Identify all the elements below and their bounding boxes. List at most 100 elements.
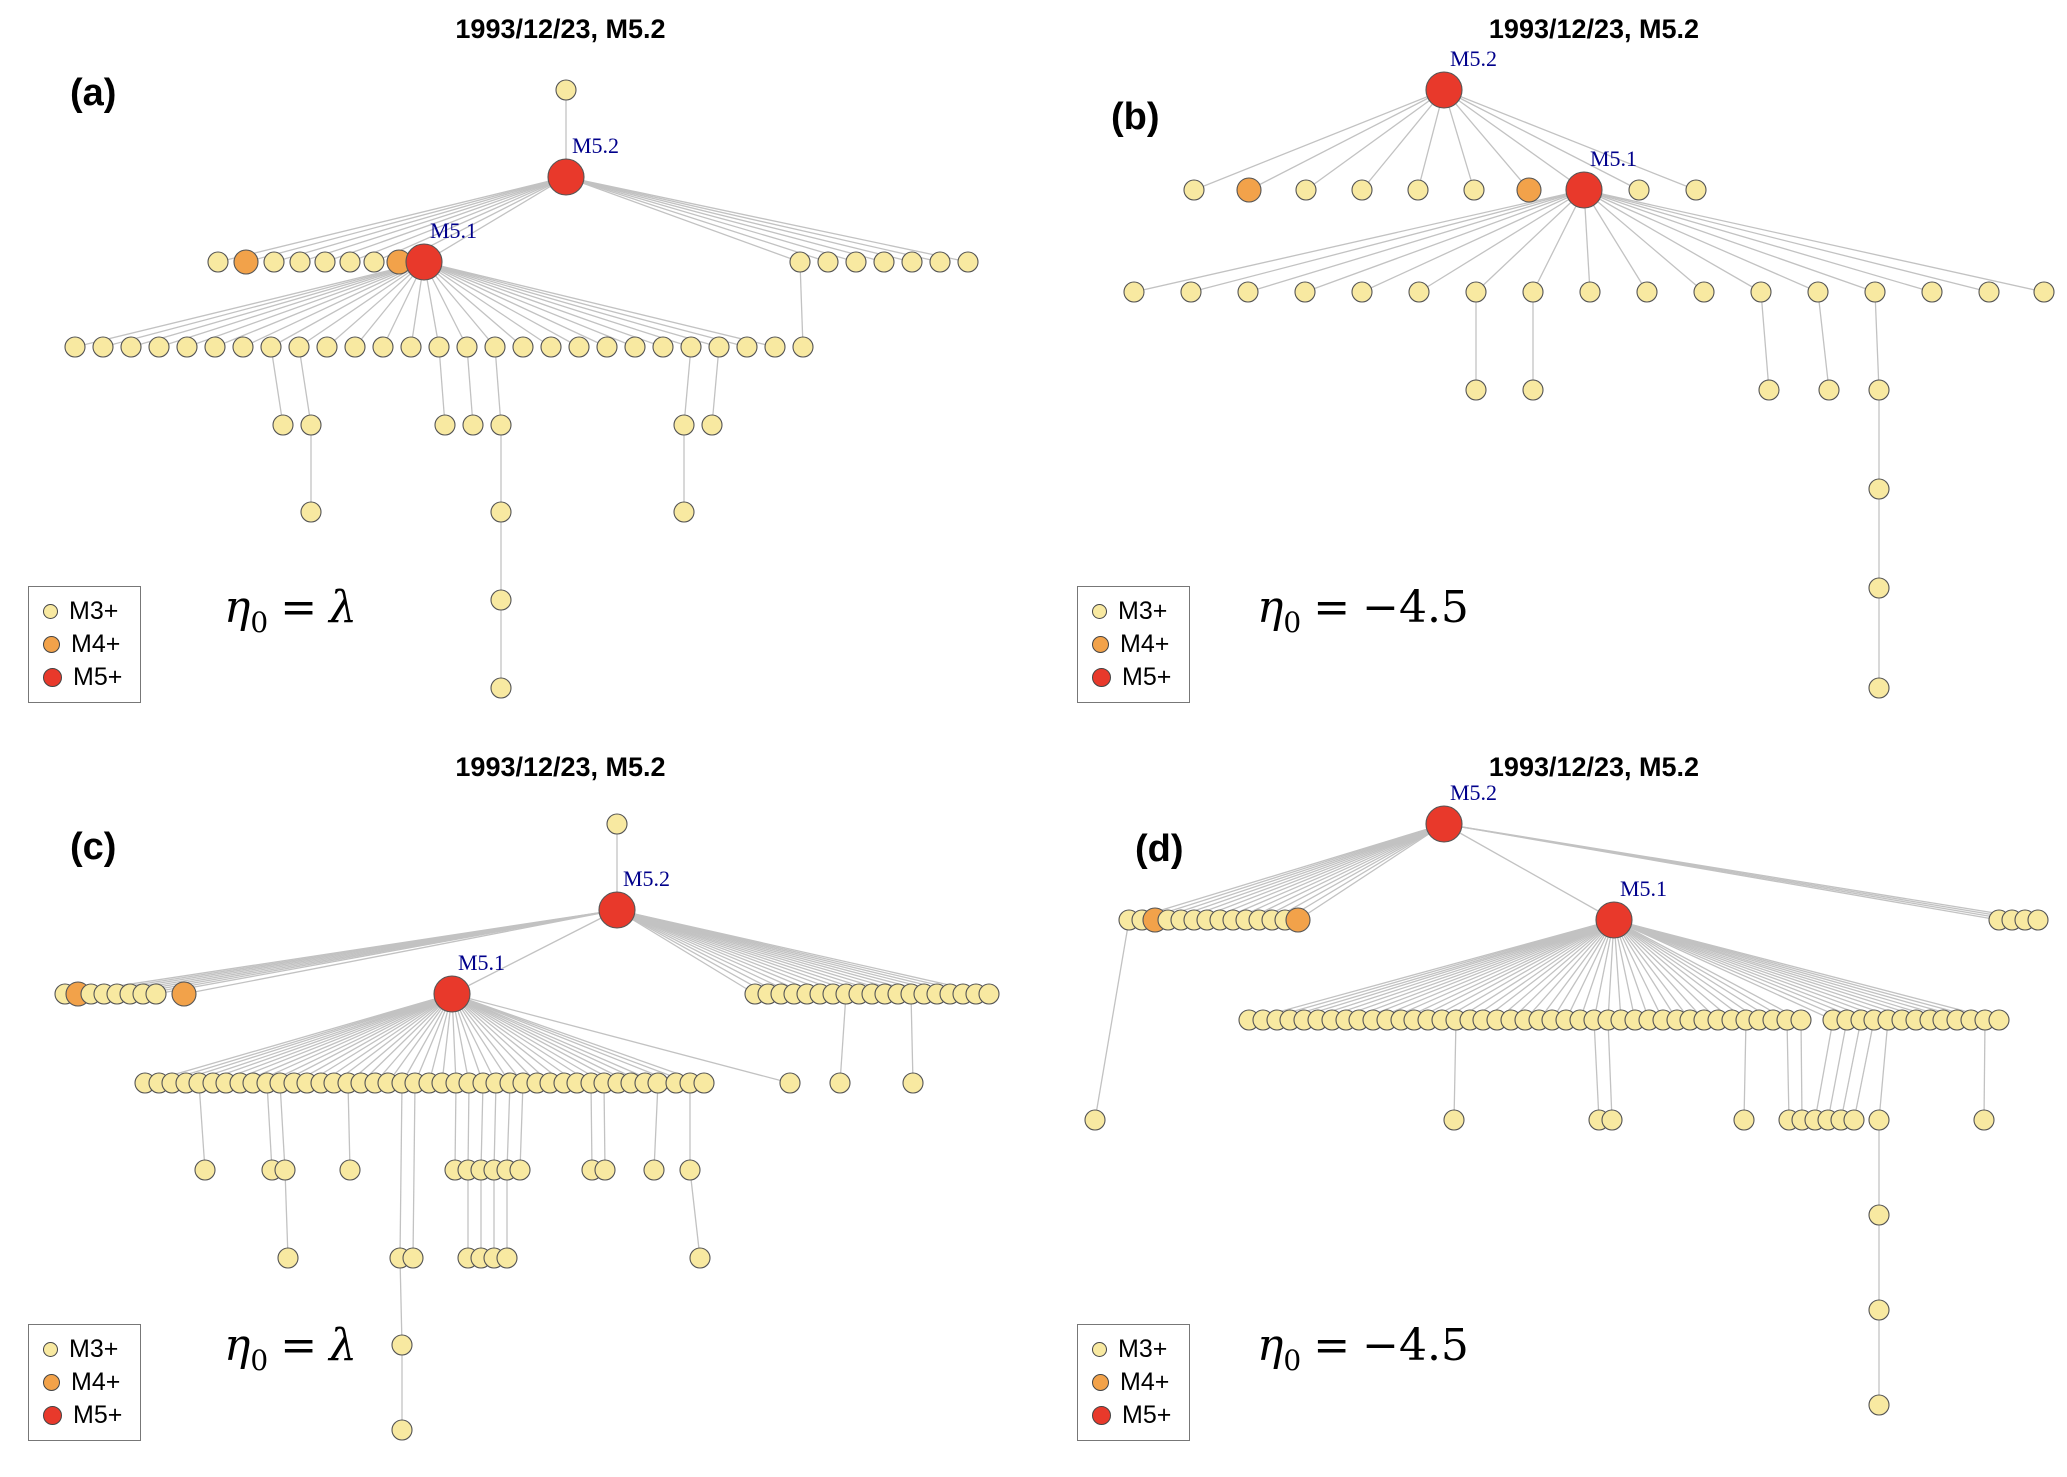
event-node-m3 (1807, 281, 1829, 303)
legend-label-m5: M5+ (73, 1401, 123, 1429)
tree-edge (616, 909, 860, 995)
tree-edge (565, 176, 913, 263)
tree-edge (454, 1082, 457, 1171)
equation-operator: = (1313, 1320, 1351, 1371)
event-node-m3 (1295, 179, 1317, 201)
tree-edge (1400, 919, 1615, 1021)
tree-edge (910, 993, 914, 1084)
event-node-m3 (1843, 1109, 1865, 1131)
event-node-m5 (433, 975, 471, 1013)
tree-edge (451, 993, 705, 1084)
tree-edge (1583, 189, 1876, 293)
event-node-m3 (978, 983, 1000, 1005)
tree-edge (298, 261, 425, 348)
event-node-m3 (606, 813, 628, 835)
node-label: M5.2 (623, 866, 670, 891)
tree-edge (1817, 291, 1830, 391)
event-node-m3 (402, 1247, 424, 1269)
tree-edge (1840, 1019, 1862, 1121)
event-node-m4 (1285, 907, 1311, 933)
tree-edge (451, 993, 578, 1084)
tree-edge (217, 176, 567, 263)
tree-edge (565, 176, 801, 263)
event-node-m5 (1565, 171, 1603, 209)
event-node-m3 (1685, 179, 1707, 201)
tree-edge (423, 261, 692, 348)
panel-b: M5.2 M5.1 1993/12/23, M5.2 (b) M3+ M4+ M5… (1033, 0, 2067, 738)
tree-edge (451, 993, 677, 1084)
event-node-m3 (263, 251, 285, 273)
tree-edge (565, 176, 829, 263)
tree-edge (1193, 823, 1445, 921)
tree-edge (212, 993, 453, 1084)
tree-edge (1345, 919, 1615, 1021)
tree-edge (1583, 189, 1819, 293)
tree-edge (1874, 291, 1880, 391)
tree-edge (565, 176, 885, 263)
cluster-tree-a: M5.2 M5.1 (64, 79, 979, 699)
m3-dot-icon (43, 1342, 58, 1357)
tree-edge (1510, 919, 1615, 1021)
tree-edge (451, 993, 791, 1084)
event-node-m3 (1408, 281, 1430, 303)
tree-edge (451, 993, 646, 1084)
cluster-tree-b: M5.2 M5.1 (1123, 46, 2055, 699)
event-node-m3 (1465, 281, 1487, 303)
event-node-m3 (2027, 909, 2049, 931)
equation-value: λ (329, 582, 357, 633)
m5-dot-icon (43, 1406, 62, 1425)
equation-symbol: η (224, 1320, 251, 1371)
equation-subscript: 0 (250, 1343, 269, 1377)
legend-item-m3: M3+ (1092, 599, 1171, 624)
event-node-m3 (339, 1159, 361, 1181)
tree-edge (1289, 919, 1615, 1021)
event-node-m3 (456, 336, 478, 358)
event-node-m3 (1294, 281, 1316, 303)
tree-edge (399, 1082, 403, 1259)
m4-dot-icon (43, 636, 60, 653)
event-node-m3 (207, 251, 229, 273)
tree-edge (1133, 189, 1585, 293)
legend-label-m4: M4+ (1120, 1368, 1170, 1396)
event-node-m3 (1693, 281, 1715, 303)
tree-edge (1248, 89, 1445, 191)
event-node-m3 (1463, 179, 1485, 201)
tree-edge (1613, 919, 1664, 1021)
tree-edge (423, 261, 608, 348)
event-node-m3 (1868, 1394, 1890, 1416)
tree-edge (1443, 823, 1615, 921)
event-node-m3 (490, 501, 512, 523)
tree-edge (373, 176, 567, 263)
event-node-m3 (490, 677, 512, 699)
tree-edge (616, 909, 808, 995)
event-node-m3 (1864, 281, 1886, 303)
tree-edge (1154, 823, 1445, 921)
tree-edge (616, 909, 795, 995)
panel-d: M5.2 M5.1 1993/12/23, M5.2 (d) M3+ M4+ M5… (1033, 738, 2067, 1477)
panel-letter: (b) (1111, 96, 1160, 138)
event-node-m3 (792, 336, 814, 358)
event-node-m3 (540, 336, 562, 358)
m5-dot-icon (1092, 1406, 1111, 1425)
panel-letter: (a) (70, 72, 117, 114)
event-node-m3 (568, 336, 590, 358)
tree-edge (493, 1082, 497, 1171)
tree-edge (1361, 189, 1585, 293)
node-label: M5.2 (572, 133, 619, 158)
tree-edge (1613, 919, 1691, 1021)
tree-edge (1613, 919, 1719, 1021)
panel-letter: (c) (70, 826, 117, 868)
tree-edge (1317, 919, 1615, 1021)
event-node-m3 (736, 336, 758, 358)
tree-edge (347, 993, 453, 1084)
event-node-m3 (901, 251, 923, 273)
tree-edge (360, 993, 453, 1084)
m3-dot-icon (43, 604, 58, 619)
tree-edge (1878, 1019, 1889, 1121)
event-node-m3 (1636, 281, 1658, 303)
tree-edge (839, 993, 847, 1084)
event-node-m3 (232, 336, 254, 358)
event-node-m4 (233, 249, 259, 275)
tree-edge (158, 261, 425, 348)
